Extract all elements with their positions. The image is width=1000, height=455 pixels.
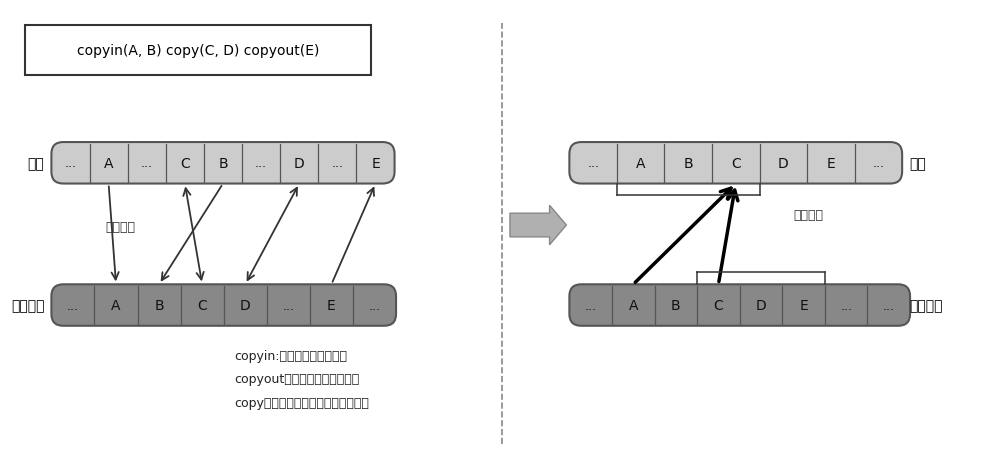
Text: ...: ... — [67, 299, 79, 312]
Text: D: D — [756, 298, 766, 312]
Text: 数据传输: 数据传输 — [793, 208, 823, 221]
Text: E: E — [826, 157, 835, 171]
Text: 主存: 主存 — [909, 157, 926, 171]
FancyBboxPatch shape — [25, 26, 371, 76]
Text: ...: ... — [587, 157, 599, 170]
Text: copyin:数据为只读，只拷入: copyin:数据为只读，只拷入 — [235, 349, 348, 362]
Text: ...: ... — [255, 157, 267, 170]
FancyBboxPatch shape — [51, 143, 395, 184]
Text: ...: ... — [585, 299, 597, 312]
Text: ...: ... — [141, 157, 153, 170]
Text: E: E — [799, 298, 808, 312]
Text: copyin(A, B) copy(C, D) copyout(E): copyin(A, B) copy(C, D) copyout(E) — [77, 44, 319, 58]
Text: C: C — [731, 157, 741, 171]
Text: 片上局存: 片上局存 — [909, 298, 943, 312]
Text: copyout：数据为只写，只拷出: copyout：数据为只写，只拷出 — [235, 372, 360, 385]
Text: B: B — [218, 157, 228, 171]
FancyBboxPatch shape — [569, 143, 902, 184]
Text: A: A — [104, 157, 113, 171]
Text: A: A — [629, 298, 638, 312]
Text: 片上局存: 片上局存 — [11, 298, 44, 312]
Text: copy：数据先读后写，先拷入后拷出: copy：数据先读后写，先拷入后拷出 — [235, 396, 369, 409]
Text: ...: ... — [282, 299, 294, 312]
Text: C: C — [714, 298, 723, 312]
Polygon shape — [510, 206, 566, 245]
Text: B: B — [154, 298, 164, 312]
Text: A: A — [636, 157, 645, 171]
Text: D: D — [294, 157, 305, 171]
Text: ...: ... — [840, 299, 852, 312]
Text: A: A — [111, 298, 121, 312]
Text: D: D — [778, 157, 789, 171]
Text: D: D — [240, 298, 251, 312]
Text: C: C — [180, 157, 190, 171]
FancyBboxPatch shape — [569, 285, 910, 326]
Text: B: B — [671, 298, 681, 312]
Text: 主存: 主存 — [28, 157, 44, 171]
Text: 数据传输: 数据传输 — [106, 220, 136, 233]
Text: ...: ... — [331, 157, 343, 170]
Text: E: E — [327, 298, 336, 312]
Text: E: E — [371, 157, 380, 171]
Text: ...: ... — [872, 157, 884, 170]
Text: ...: ... — [369, 299, 381, 312]
Text: ...: ... — [883, 299, 895, 312]
Text: C: C — [197, 298, 207, 312]
FancyBboxPatch shape — [51, 285, 396, 326]
Text: ...: ... — [64, 157, 76, 170]
Text: B: B — [683, 157, 693, 171]
